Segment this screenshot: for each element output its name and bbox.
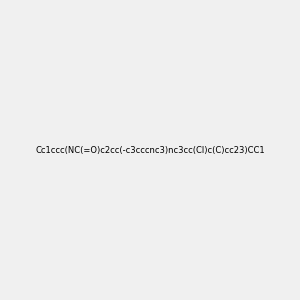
Text: Cc1ccc(NC(=O)c2cc(-c3cccnc3)nc3cc(Cl)c(C)cc23)CC1: Cc1ccc(NC(=O)c2cc(-c3cccnc3)nc3cc(Cl)c(C… <box>35 146 265 154</box>
